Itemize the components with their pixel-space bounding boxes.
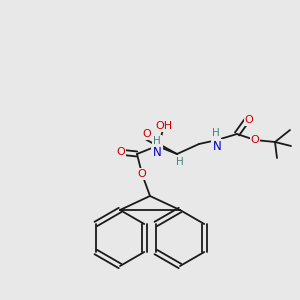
Text: O: O [138, 169, 146, 179]
Text: N: N [213, 140, 221, 153]
Text: N: N [153, 146, 161, 159]
Text: H: H [176, 157, 184, 167]
Text: O: O [117, 147, 125, 157]
Text: OH: OH [155, 121, 172, 131]
Text: H: H [212, 128, 220, 138]
Text: O: O [244, 115, 253, 125]
Text: H: H [153, 136, 161, 146]
Text: O: O [250, 135, 260, 145]
Text: O: O [142, 129, 152, 139]
